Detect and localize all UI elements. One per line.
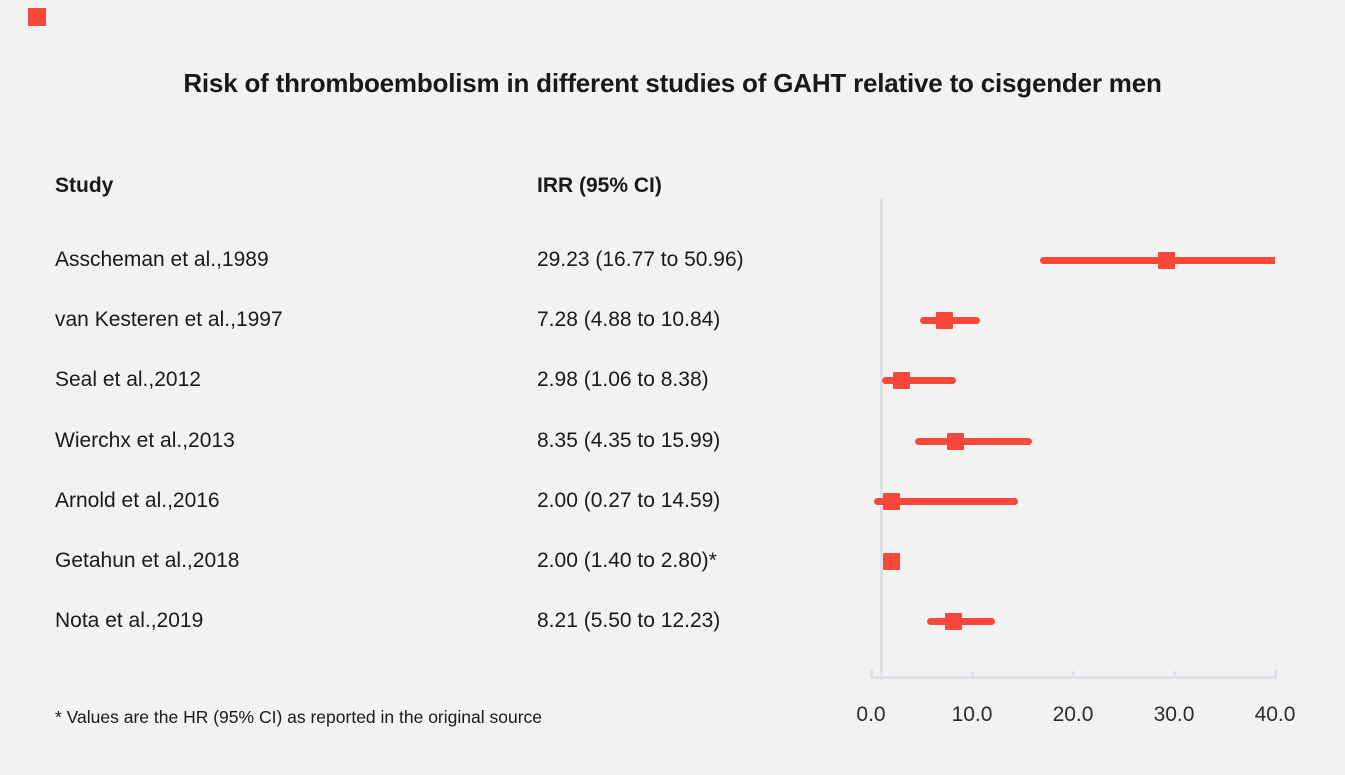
irr-value: 8.21 (5.50 to 12.23) [537,609,721,632]
x-axis-tick [1071,671,1075,679]
study-label: Getahun et al.,2018 [55,549,240,572]
column-header-irr: IRR (95% CI) [537,174,662,197]
reference-line [879,198,883,680]
point-estimate-marker [1157,251,1175,269]
ci-line [881,376,956,384]
study-label: Asscheman et al.,1989 [55,248,269,271]
irr-value: 7.28 (4.88 to 10.84) [537,308,721,331]
irr-value: 2.00 (0.27 to 14.59) [537,489,721,512]
ci-line [873,497,1019,505]
x-axis-tick-label: 0.0 [856,703,886,726]
point-estimate-marker [945,612,963,630]
irr-value: 8.35 (4.35 to 15.99) [537,429,721,452]
column-header-study: Study [55,174,114,197]
irr-value: 2.98 (1.06 to 8.38) [537,368,709,391]
point-estimate-marker [882,492,900,510]
study-label: Arnold et al.,2016 [55,489,220,512]
x-axis-tick [1172,671,1176,679]
footnote: * Values are the HR (95% CI) as reported… [55,707,543,727]
irr-value: 2.00 (1.40 to 2.80)* [537,549,717,572]
study-label: Nota et al.,2019 [55,609,204,632]
x-axis-tick-label: 10.0 [951,703,993,726]
x-axis-tick-label: 40.0 [1254,703,1296,726]
study-label: Seal et al.,2012 [55,368,201,391]
chart-title: Risk of thromboembolism in different stu… [183,68,1162,98]
brand-square-logo [28,8,46,26]
x-axis-tick-label: 20.0 [1052,703,1094,726]
x-axis-tick [1273,669,1277,679]
point-estimate-marker [882,552,900,570]
study-label: Wierchx et al.,2013 [55,429,235,452]
point-estimate-marker [892,371,910,389]
x-axis-tick-label: 30.0 [1153,703,1195,726]
point-estimate-marker [936,311,953,329]
irr-value: 29.23 (16.77 to 50.96) [537,248,744,271]
study-label: van Kesteren et al.,1997 [55,308,283,331]
x-axis-tick [869,669,873,679]
forest-plot [873,198,1275,680]
ci-line [914,437,1033,445]
point-estimate-marker [946,432,964,450]
x-axis-tick [970,671,974,679]
